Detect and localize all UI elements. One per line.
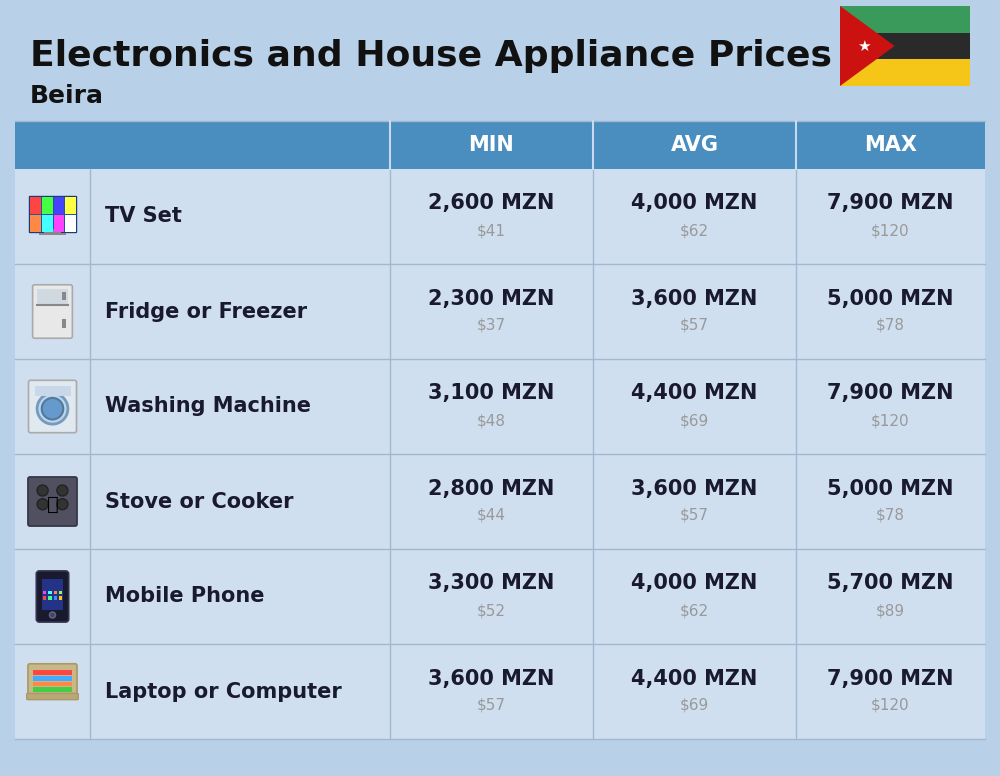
Bar [59, 596, 62, 600]
Text: 3,600 MZN: 3,600 MZN [428, 668, 555, 688]
Bar [840, 6, 970, 33]
Bar [62, 292, 66, 300]
Text: $120: $120 [871, 698, 910, 713]
Text: $57: $57 [477, 698, 506, 713]
Text: $69: $69 [680, 413, 709, 428]
Circle shape [37, 485, 48, 496]
Text: 3,100 MZN: 3,100 MZN [428, 383, 555, 404]
Text: $37: $37 [477, 318, 506, 333]
Bar [796, 121, 985, 169]
Bar [593, 121, 796, 169]
FancyBboxPatch shape [36, 571, 69, 622]
Bar [37, 289, 68, 305]
Bar [59, 591, 62, 594]
Text: 5,700 MZN: 5,700 MZN [827, 573, 954, 594]
Text: AVG: AVG [670, 135, 718, 155]
Text: $62: $62 [680, 223, 709, 238]
Text: 4,000 MZN: 4,000 MZN [631, 573, 758, 594]
Bar [33, 681, 72, 686]
Bar [30, 197, 41, 213]
Circle shape [37, 499, 48, 510]
Bar [54, 596, 57, 600]
Polygon shape [840, 6, 895, 86]
Text: Mobile Phone: Mobile Phone [105, 587, 264, 607]
Circle shape [57, 499, 68, 510]
Bar [15, 121, 985, 739]
FancyBboxPatch shape [28, 477, 77, 526]
Bar [54, 591, 57, 594]
Bar [42, 215, 52, 231]
Bar [30, 215, 41, 231]
Text: 3,300 MZN: 3,300 MZN [428, 573, 555, 594]
Text: $41: $41 [477, 223, 506, 238]
Circle shape [49, 612, 56, 618]
Text: 🔥: 🔥 [47, 495, 58, 514]
Circle shape [57, 485, 68, 496]
FancyBboxPatch shape [28, 380, 76, 433]
Bar [33, 670, 72, 675]
FancyBboxPatch shape [33, 285, 72, 338]
Text: MAX: MAX [864, 135, 917, 155]
Text: 5,000 MZN: 5,000 MZN [827, 289, 954, 309]
Bar [33, 676, 72, 681]
Bar [62, 319, 66, 328]
Bar [39, 233, 66, 235]
Text: 2,600 MZN: 2,600 MZN [428, 193, 555, 213]
Text: 4,400 MZN: 4,400 MZN [631, 668, 758, 688]
Bar [65, 215, 76, 231]
Text: 7,900 MZN: 7,900 MZN [827, 383, 954, 404]
Text: $52: $52 [477, 603, 506, 618]
Bar [54, 197, 64, 213]
Text: $57: $57 [680, 508, 709, 523]
Text: 2,800 MZN: 2,800 MZN [428, 479, 555, 498]
FancyBboxPatch shape [28, 663, 77, 696]
Bar [840, 59, 970, 86]
FancyBboxPatch shape [27, 694, 78, 700]
Bar [44, 229, 61, 234]
Text: ★: ★ [857, 39, 870, 54]
Text: Electronics and House Appliance Prices: Electronics and House Appliance Prices [30, 39, 832, 73]
Text: $78: $78 [876, 318, 905, 333]
Text: $120: $120 [871, 223, 910, 238]
Text: Stove or Cooker: Stove or Cooker [105, 491, 294, 511]
Text: 7,900 MZN: 7,900 MZN [827, 668, 954, 688]
Text: 2,300 MZN: 2,300 MZN [428, 289, 555, 309]
Circle shape [42, 398, 63, 420]
Text: 3,600 MZN: 3,600 MZN [631, 479, 758, 498]
Bar [42, 197, 52, 213]
Bar [840, 33, 970, 59]
Bar [29, 196, 76, 231]
Bar [42, 579, 63, 610]
Text: $57: $57 [680, 318, 709, 333]
Text: $89: $89 [876, 603, 905, 618]
Bar [34, 386, 70, 397]
Text: MIN: MIN [469, 135, 514, 155]
Bar [48, 596, 52, 600]
Bar [15, 121, 390, 169]
Text: $44: $44 [477, 508, 506, 523]
Text: $78: $78 [876, 508, 905, 523]
Text: $48: $48 [477, 413, 506, 428]
Bar [54, 215, 64, 231]
Text: Fridge or Freezer: Fridge or Freezer [105, 302, 307, 321]
Text: 7,900 MZN: 7,900 MZN [827, 193, 954, 213]
Bar [48, 591, 52, 594]
Circle shape [37, 393, 68, 424]
Bar [43, 596, 46, 600]
Bar [65, 197, 76, 213]
Text: $120: $120 [871, 413, 910, 428]
Text: Washing Machine: Washing Machine [105, 397, 311, 417]
Text: $62: $62 [680, 603, 709, 618]
Text: 4,000 MZN: 4,000 MZN [631, 193, 758, 213]
Text: 3,600 MZN: 3,600 MZN [631, 289, 758, 309]
Text: 5,000 MZN: 5,000 MZN [827, 479, 954, 498]
Bar [33, 688, 72, 692]
Text: 4,400 MZN: 4,400 MZN [631, 383, 758, 404]
Bar [390, 121, 593, 169]
Text: $69: $69 [680, 698, 709, 713]
Text: Beira: Beira [30, 84, 104, 108]
Text: TV Set: TV Set [105, 206, 182, 227]
Bar [43, 591, 46, 594]
Text: Laptop or Computer: Laptop or Computer [105, 681, 342, 702]
